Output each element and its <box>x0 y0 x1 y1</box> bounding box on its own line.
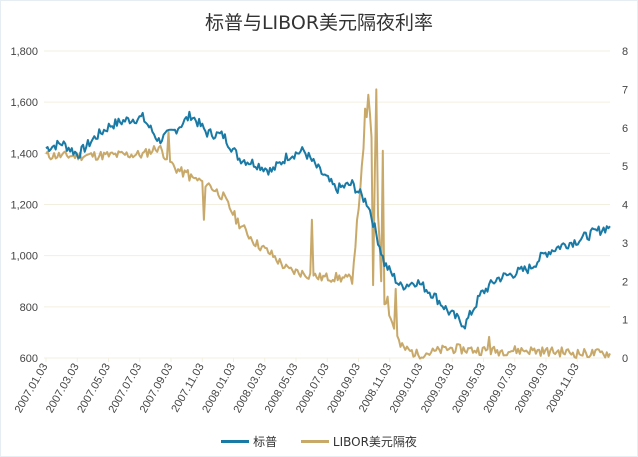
y-left-tick-label: 800 <box>20 302 38 314</box>
y-axis-left: 600 800 1,000 1,200 1,400 1,600 1,800 <box>10 46 38 365</box>
y-left-tick-label: 1,400 <box>10 148 38 160</box>
gridlines <box>44 50 610 362</box>
legend-swatch-libor <box>300 440 329 443</box>
y-left-tick-label: 600 <box>20 353 38 365</box>
y-right-tick-label: 4 <box>622 200 628 212</box>
y-right-tick-label: 8 <box>622 46 628 58</box>
y-left-tick-label: 1,600 <box>10 97 38 109</box>
y-right-tick-label: 5 <box>622 161 628 173</box>
x-tick-label: 2009.11.03 <box>544 362 582 415</box>
legend-swatch-sp500 <box>221 440 250 443</box>
y-right-tick-label: 6 <box>622 123 628 135</box>
y-right-tick-label: 7 <box>622 84 628 96</box>
legend-item-libor[interactable]: LIBOR美元隔夜 <box>300 433 417 450</box>
legend-label-sp500: 标普 <box>253 435 278 449</box>
legend: 标普 LIBOR美元隔夜 <box>0 432 638 450</box>
y-right-tick-label: 2 <box>622 276 628 288</box>
y-right-tick-label: 1 <box>622 315 628 327</box>
sp500-series-line <box>45 110 611 330</box>
legend-item-sp500[interactable]: 标普 <box>221 433 277 450</box>
y-right-tick-label: 3 <box>622 238 628 250</box>
y-axis-right: 0 1 2 3 4 5 6 7 8 <box>622 46 628 365</box>
y-left-tick-label: 1,800 <box>10 46 38 58</box>
chart-title: 标普与LIBOR美元隔夜利率 <box>204 12 434 34</box>
x-axis: 2007.01.032007.03.032007.05.032007.07.03… <box>13 362 582 416</box>
y-left-tick-label: 1,200 <box>10 200 38 212</box>
y-left-tick-label: 1,000 <box>10 251 38 263</box>
y-right-tick-label: 0 <box>622 353 628 365</box>
legend-label-libor: LIBOR美元隔夜 <box>332 435 417 449</box>
libor-series-line <box>45 88 611 360</box>
